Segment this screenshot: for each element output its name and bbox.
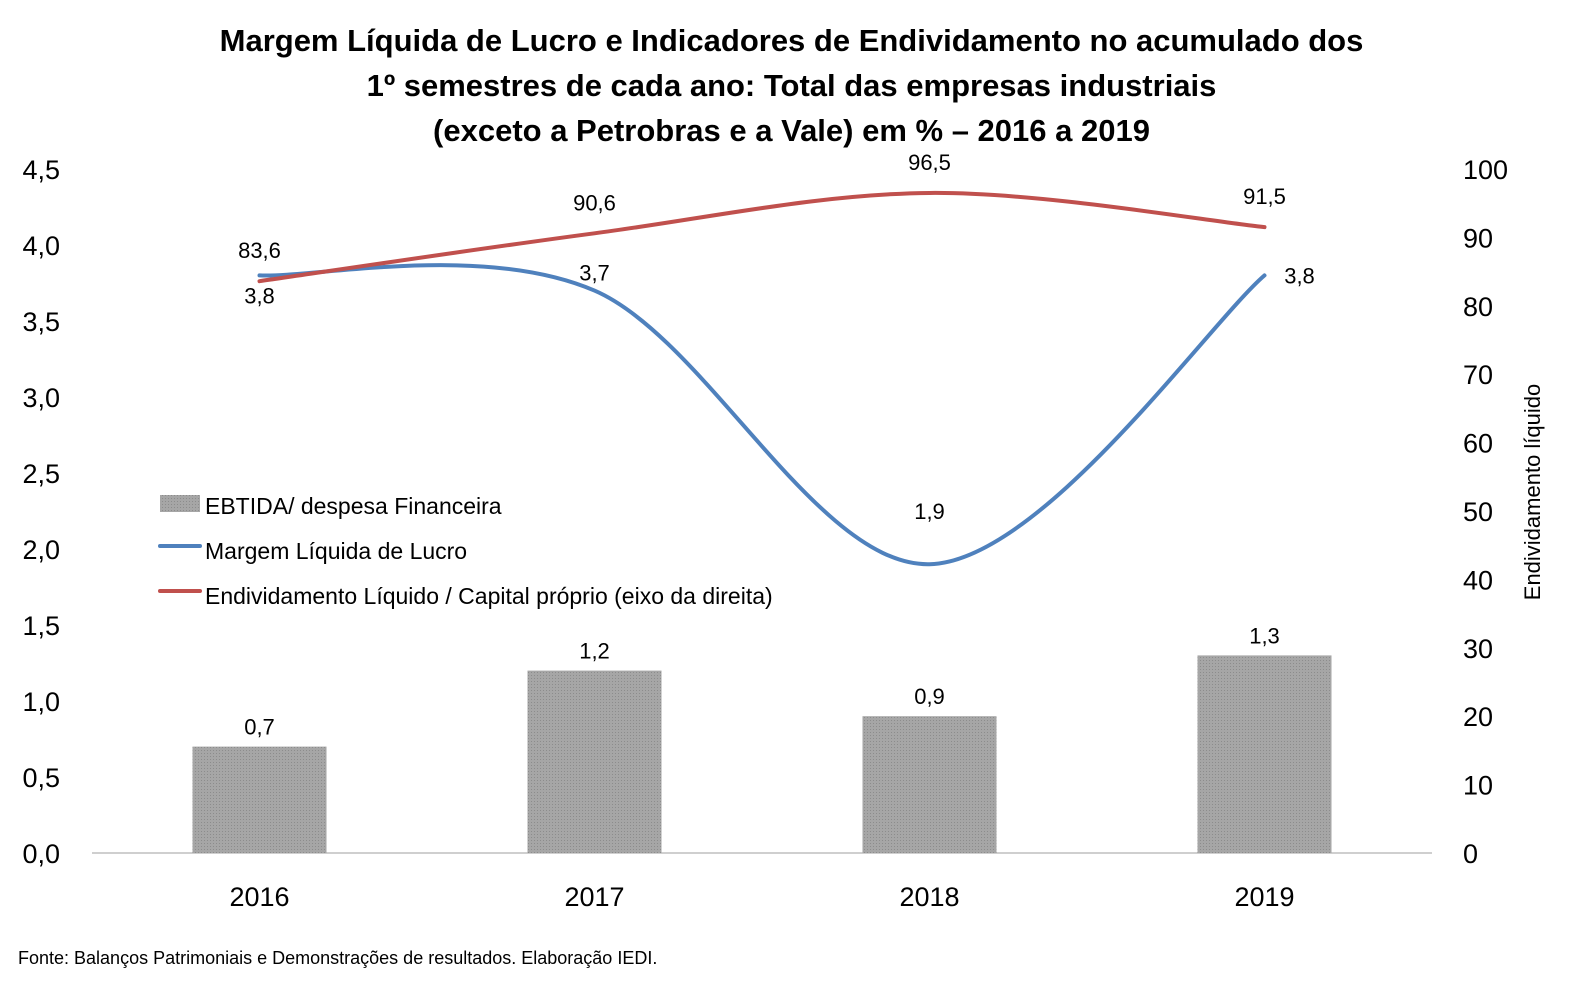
x-tick-label: 2017 xyxy=(564,882,624,912)
y-left-tick-label: 3,5 xyxy=(22,307,60,337)
endividamento-data-label: 83,6 xyxy=(238,238,281,263)
bar-data-label: 0,7 xyxy=(244,715,275,740)
y-left-tick-label: 4,5 xyxy=(22,155,60,185)
y-left-tick-label: 2,0 xyxy=(22,535,60,565)
x-tick-label: 2018 xyxy=(899,882,959,912)
title-line-1: Margem Líquida de Lucro e Indicadores de… xyxy=(219,23,1364,58)
y-left-tick-label: 0,0 xyxy=(22,839,60,869)
y-left-tick-label: 3,0 xyxy=(22,383,60,413)
y-right-tick-label: 80 xyxy=(1463,292,1493,322)
endividamento-data-label: 90,6 xyxy=(573,190,616,215)
y-right-tick-label: 20 xyxy=(1463,702,1493,732)
title-line-2: 1º semestres de cada ano: Total das empr… xyxy=(366,68,1217,103)
endividamento-data-label: 91,5 xyxy=(1243,184,1286,209)
line-endividamento xyxy=(257,190,1267,284)
margem-data-label: 3,7 xyxy=(579,261,610,286)
y-left-tick-label: 4,0 xyxy=(22,231,60,261)
y-right-tick-label: 70 xyxy=(1463,360,1493,390)
legend-label: Margem Líquida de Lucro xyxy=(205,538,467,564)
legend-swatch-ebtida xyxy=(160,495,200,512)
y-right-tick-label: 90 xyxy=(1463,223,1493,253)
y-right-tick-label: 30 xyxy=(1463,634,1493,664)
y-right-axis-title: Endividamento líquido xyxy=(1520,384,1545,600)
x-tick-label: 2016 xyxy=(229,882,289,912)
title-line-3: (exceto a Petrobras e a Vale) em % – 201… xyxy=(433,113,1150,148)
line-margem-liquida xyxy=(257,263,1267,567)
bar-ebtida xyxy=(192,746,327,853)
y-left-tick-label: 0,5 xyxy=(22,763,60,793)
bar-ebtida xyxy=(1197,655,1332,853)
y-right-tick-label: 40 xyxy=(1463,565,1493,595)
bar-ebtida xyxy=(862,716,997,853)
x-tick-label: 2019 xyxy=(1234,882,1294,912)
source-note: Fonte: Balanços Patrimoniais e Demonstra… xyxy=(18,948,658,968)
bar-data-label: 0,9 xyxy=(914,684,945,709)
legend-label: Endividamento Líquido / Capital próprio … xyxy=(205,583,773,609)
chart-title: Margem Líquida de Lucro e Indicadores de… xyxy=(0,18,1583,153)
legend-label: EBTIDA/ despesa Financeira xyxy=(205,493,502,519)
endividamento-data-label: 96,5 xyxy=(908,150,951,175)
bar-ebtida xyxy=(527,670,662,853)
y-right-tick-label: 10 xyxy=(1463,771,1493,801)
y-left-tick-label: 2,5 xyxy=(22,459,60,489)
y-right-tick-label: 50 xyxy=(1463,497,1493,527)
y-left-tick-label: 1,5 xyxy=(22,611,60,641)
bar-data-label: 1,3 xyxy=(1249,623,1280,648)
y-right-tick-label: 0 xyxy=(1463,839,1478,869)
margem-data-label: 1,9 xyxy=(914,499,945,524)
y-left-tick-label: 1,0 xyxy=(22,687,60,717)
margem-data-label: 3,8 xyxy=(244,283,275,308)
y-right-tick-label: 100 xyxy=(1463,155,1508,185)
y-right-tick-label: 60 xyxy=(1463,429,1493,459)
margem-data-label: 3,8 xyxy=(1284,263,1315,288)
bar-data-label: 1,2 xyxy=(579,639,610,664)
